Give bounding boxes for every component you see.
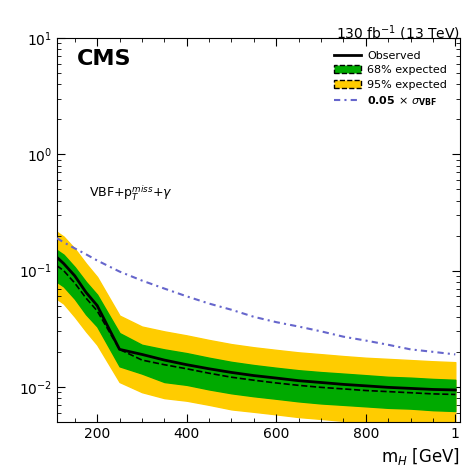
Text: 130 fb$^{-1}$ (13 TeV): 130 fb$^{-1}$ (13 TeV) <box>336 24 460 43</box>
Text: VBF+p$_{T}^{miss}$+$\gamma$: VBF+p$_{T}^{miss}$+$\gamma$ <box>89 184 173 203</box>
Legend: Observed, 68% expected, 95% expected, $\mathbf{0.05}$ $\times$ $\sigma_{\mathbf{: Observed, 68% expected, 95% expected, $\… <box>330 47 450 111</box>
X-axis label: m$_{H}$ [GeV]: m$_{H}$ [GeV] <box>381 447 460 467</box>
Text: CMS: CMS <box>77 49 131 69</box>
